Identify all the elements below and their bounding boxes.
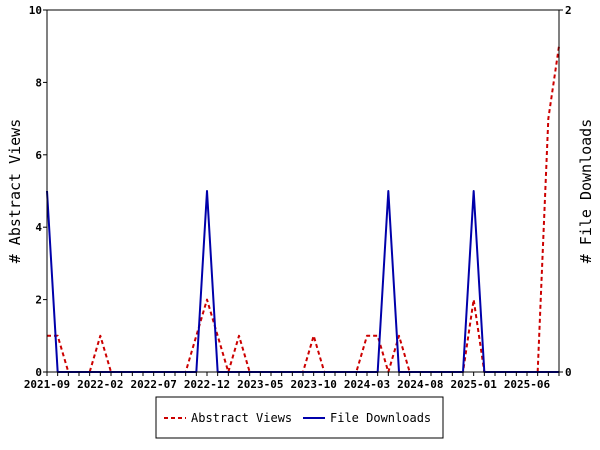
x-tick-label: 2025-06: [504, 378, 551, 391]
x-tick-label: 2022-07: [130, 378, 176, 391]
axes: 0 2 4 6 8 10 0 2 2021-09 2022-02 2022-07 2022-12 202…: [24, 4, 572, 391]
x-tick-label: 2022-02: [77, 378, 123, 391]
y-tick-label: 6: [35, 149, 42, 162]
x-tick-label: 2025-01: [450, 378, 497, 391]
legend: Abstract Views File Downloads: [155, 396, 444, 439]
y-tick-label: 10: [29, 4, 42, 17]
y-tick-label: 2: [35, 294, 42, 307]
plot-area: [46, 46, 560, 373]
y-tick-label: 4: [35, 221, 42, 234]
y-axis-title: # Abstract Views: [6, 119, 24, 264]
legend-label-file-downloads: File Downloads: [330, 411, 431, 425]
x-tick-label: 2023-05: [237, 378, 283, 391]
legend-label-abstract-views: Abstract Views: [191, 411, 292, 425]
plot-frame: [46, 9, 560, 373]
y2-tick-label: 0: [565, 366, 572, 379]
y2-axis-title: # File Downloads: [577, 119, 595, 264]
legend-box: [155, 396, 444, 439]
y-tick-label: 8: [35, 76, 42, 89]
y-tick-label: 0: [35, 366, 42, 379]
series-line-file-downloads: [46, 190, 559, 373]
x-tick-label: 2024-08: [397, 378, 443, 391]
x-tick-label: 2024-03: [344, 378, 390, 391]
x-tick-label: 2021-09: [24, 378, 70, 391]
y2-tick-label: 2: [565, 4, 572, 17]
x-tick-label: 2023-10: [290, 378, 336, 391]
x-tick-label: 2022-12: [184, 378, 230, 391]
